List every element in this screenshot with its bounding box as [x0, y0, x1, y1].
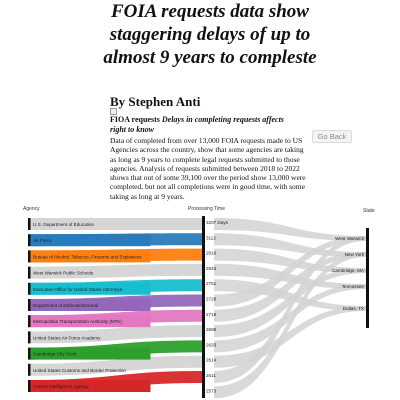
state-flow-link	[214, 263, 366, 289]
agency-label: United States Customs and Border Protect…	[33, 368, 126, 373]
processing-time-label: 2614	[206, 358, 217, 363]
agency-flow-link	[30, 263, 202, 279]
subhead-tagline: Delays in completing requests affects ri…	[110, 115, 284, 134]
article-subhead: FIOA requests Delays in completing reque…	[110, 115, 290, 135]
processing-time-label: 2728	[206, 297, 217, 302]
agency-node	[28, 282, 31, 295]
state-label: Tennessee	[342, 284, 365, 289]
state-flow-link	[214, 236, 366, 307]
processing-time-label: 2910	[206, 251, 217, 256]
state-flow-link	[214, 306, 366, 368]
agency-color-band	[30, 282, 151, 295]
processing-time-label: 2633	[206, 342, 217, 347]
agency-node	[28, 250, 31, 263]
agency-flow-link	[30, 325, 202, 344]
sankey-nodes: U.S. Department of Education Air Force Bur…	[28, 216, 369, 398]
processing-time-label: 2611	[206, 373, 216, 378]
agency-color-band	[30, 250, 151, 263]
time-column-header: Processing Time	[188, 206, 225, 212]
state-flow-link	[214, 218, 366, 241]
state-label: New York	[345, 252, 365, 257]
agency-column-header: Agency	[23, 206, 40, 212]
state-flow-link	[214, 252, 366, 399]
byline: By Stephen Anti	[110, 94, 201, 109]
state-column-header: State	[363, 208, 375, 214]
processing-time-label: 2719	[206, 312, 217, 317]
processing-time-label: 2843	[206, 266, 217, 271]
state-flow-link	[214, 284, 366, 353]
processing-time-label: 2751	[206, 281, 217, 286]
subhead-topic: FIOA requests	[110, 115, 160, 124]
agency-flow-link	[30, 218, 202, 230]
state-label: Cambridge, MA	[332, 268, 365, 273]
broken-image-icon	[110, 108, 117, 115]
state-label: West Warwick	[335, 236, 365, 241]
agency-color-band	[30, 347, 151, 360]
processing-time-label: 2689	[206, 327, 217, 332]
agency-label: Air Force	[33, 238, 52, 243]
time-node-bar	[202, 216, 205, 398]
agency-node	[28, 315, 31, 328]
agency-node	[28, 380, 31, 392]
state-flow-link	[214, 279, 366, 311]
agency-label: West Warwick Public Schools	[33, 271, 94, 276]
agency-label: Cambridge City Clerk	[33, 352, 77, 357]
agency-node	[28, 299, 31, 311]
agency-label: Department of Defense/General	[33, 303, 98, 308]
state-flow-link	[214, 252, 366, 322]
sankey-diagram: Agency Processing Time State U.S. Depart…	[23, 206, 375, 399]
agency-node	[28, 266, 31, 279]
agency-label: Metropolitan Transportation Authority (M…	[33, 319, 122, 324]
agency-node	[28, 234, 31, 247]
go-back-button[interactable]: Go Back	[312, 130, 352, 143]
article-body: Data of completed from over 13,000 FOIA …	[110, 136, 306, 201]
agency-color-band	[30, 234, 151, 247]
agency-flow-link	[30, 355, 202, 376]
state-flow-link	[214, 268, 366, 338]
state-label: Dallas, TX	[343, 306, 364, 311]
agency-color-band	[30, 315, 151, 328]
state-flow-link	[214, 236, 366, 383]
agency-label: United States Air Force Academy	[33, 335, 101, 340]
article-headline: FOIA requests data show staggering delay…	[103, 1, 317, 68]
agency-label: U.S. Department of Education	[33, 222, 94, 227]
agency-label: Bureau of Alcohol, Tobacco, Firearms and…	[33, 254, 142, 259]
processing-time-label: 3112	[206, 235, 216, 240]
agency-node	[28, 363, 31, 376]
agency-node	[28, 218, 31, 230]
agency-label: Central Intelligence Agency	[33, 384, 89, 389]
agency-label: Executive Office for United States Attor…	[33, 287, 123, 292]
state-node-bar	[366, 228, 369, 328]
agency-color-band	[30, 299, 151, 311]
processing-time-label: 3207 Days	[206, 220, 229, 225]
agency-node	[28, 347, 31, 360]
agency-node	[28, 331, 31, 344]
processing-time-label: 2573	[206, 388, 217, 393]
agency-color-band	[30, 380, 151, 392]
